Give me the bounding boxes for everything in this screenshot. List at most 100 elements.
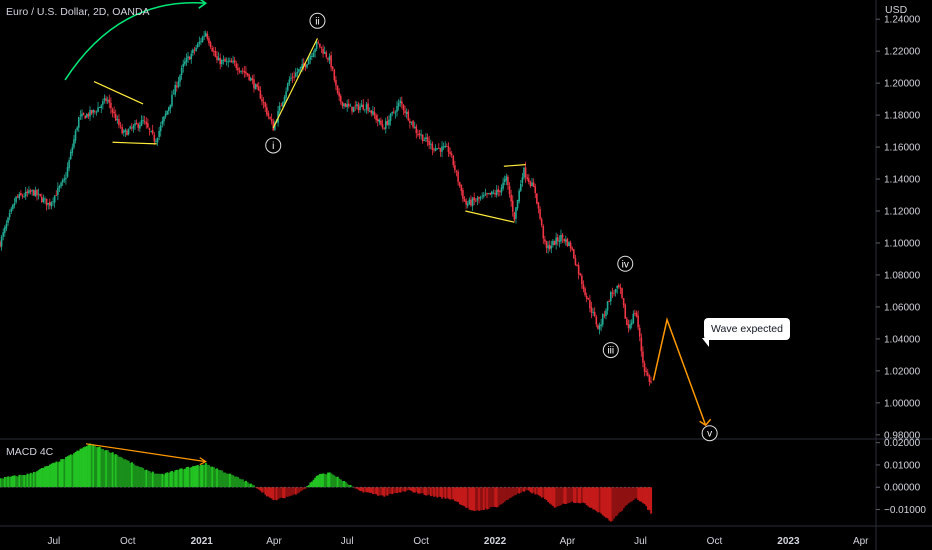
candle-body [203,35,205,37]
macd-bar [237,477,239,488]
candle-body [0,241,1,247]
macd-bar [126,460,129,488]
macd-bar [253,485,256,488]
candle-body [28,190,30,194]
candle-body [159,125,162,132]
candle-body [32,190,35,196]
candle-body [286,83,289,91]
candle-body [589,300,591,309]
macd-bar [650,487,653,514]
macd-bar [359,487,362,492]
candle-body [511,200,514,212]
candle-body [216,56,218,60]
macd-bar [418,487,421,494]
macd-bar [542,487,545,498]
price-tick-label: 1.10000 [884,238,921,249]
macd-bar [392,487,395,494]
candle-body [204,32,207,37]
macd-bar [558,487,561,506]
candle-body [341,101,344,106]
macd-bar [563,487,566,504]
candle-body [290,77,292,79]
candle-body [364,109,366,111]
macd-bar [97,447,100,488]
candle-body [209,42,212,48]
macd-bar [463,487,466,507]
candle-body [645,370,647,373]
candle-body [110,102,112,109]
macd-bar [110,453,113,488]
candle-body [126,130,128,136]
candle-body [399,100,402,104]
candle-body [325,52,328,58]
candle-body [225,60,228,62]
macd-bar [421,487,424,494]
time-tick-label: Apr [266,536,282,547]
macd-bar [323,473,326,488]
candle-body [8,213,11,218]
macd-bar [566,487,569,504]
macd-bar [328,472,331,488]
candle-body [5,223,8,229]
candle-body [505,176,508,181]
macd-bar [378,487,381,496]
candle-body [561,234,564,238]
trend-arrow [64,1,206,81]
candle-body [547,245,549,249]
candle-body [388,119,390,126]
candle-body [483,195,485,197]
macd-bar [130,462,133,488]
macd-bar [613,487,616,519]
candle-body [90,110,93,114]
candle-body [466,203,469,206]
time-tick-label: Oct [413,536,429,547]
macd-bar [288,487,291,497]
candle-body [184,61,186,65]
candle-body [127,129,130,135]
macd-bar [495,487,498,508]
candle-body [102,101,104,105]
candle-body [497,189,500,192]
macd-bar [553,487,556,508]
macd-bar [298,487,301,493]
candle-body [68,160,70,169]
candle-body [224,58,226,62]
macd-bar [29,472,32,488]
candle-body [499,190,501,192]
candle-body [500,187,503,193]
candle-body [574,258,577,265]
macd-bar [518,487,521,494]
macd-bar [423,487,426,495]
candle-body [131,127,133,129]
candle-body [367,103,369,111]
macd-bar [28,474,31,488]
macd-bar [449,487,452,500]
candle-body [540,219,543,226]
macd-bar [108,452,111,488]
candle-body [0,236,3,247]
candle-body [153,134,156,142]
macd-bar [174,470,177,488]
candle-body [484,193,487,195]
candle-body [76,127,78,131]
candle-body [526,177,529,180]
candle-body [180,67,183,75]
candle-body [42,198,45,202]
candle-body [626,318,628,325]
macd-bar [61,458,64,488]
macd-bar [524,487,527,491]
candle-body [502,182,504,189]
trendline [112,141,157,145]
candle-body [365,104,368,110]
candle-body [108,99,111,103]
candle-body [18,194,21,199]
macd-bar [513,487,516,496]
macd-bar [147,470,149,488]
candle-body [319,43,321,48]
candle-body [60,182,62,187]
wave-label-text: i [272,141,274,152]
price-tick-label: 1.12000 [884,207,921,218]
candle-body [283,97,286,103]
candle-body [82,112,85,115]
